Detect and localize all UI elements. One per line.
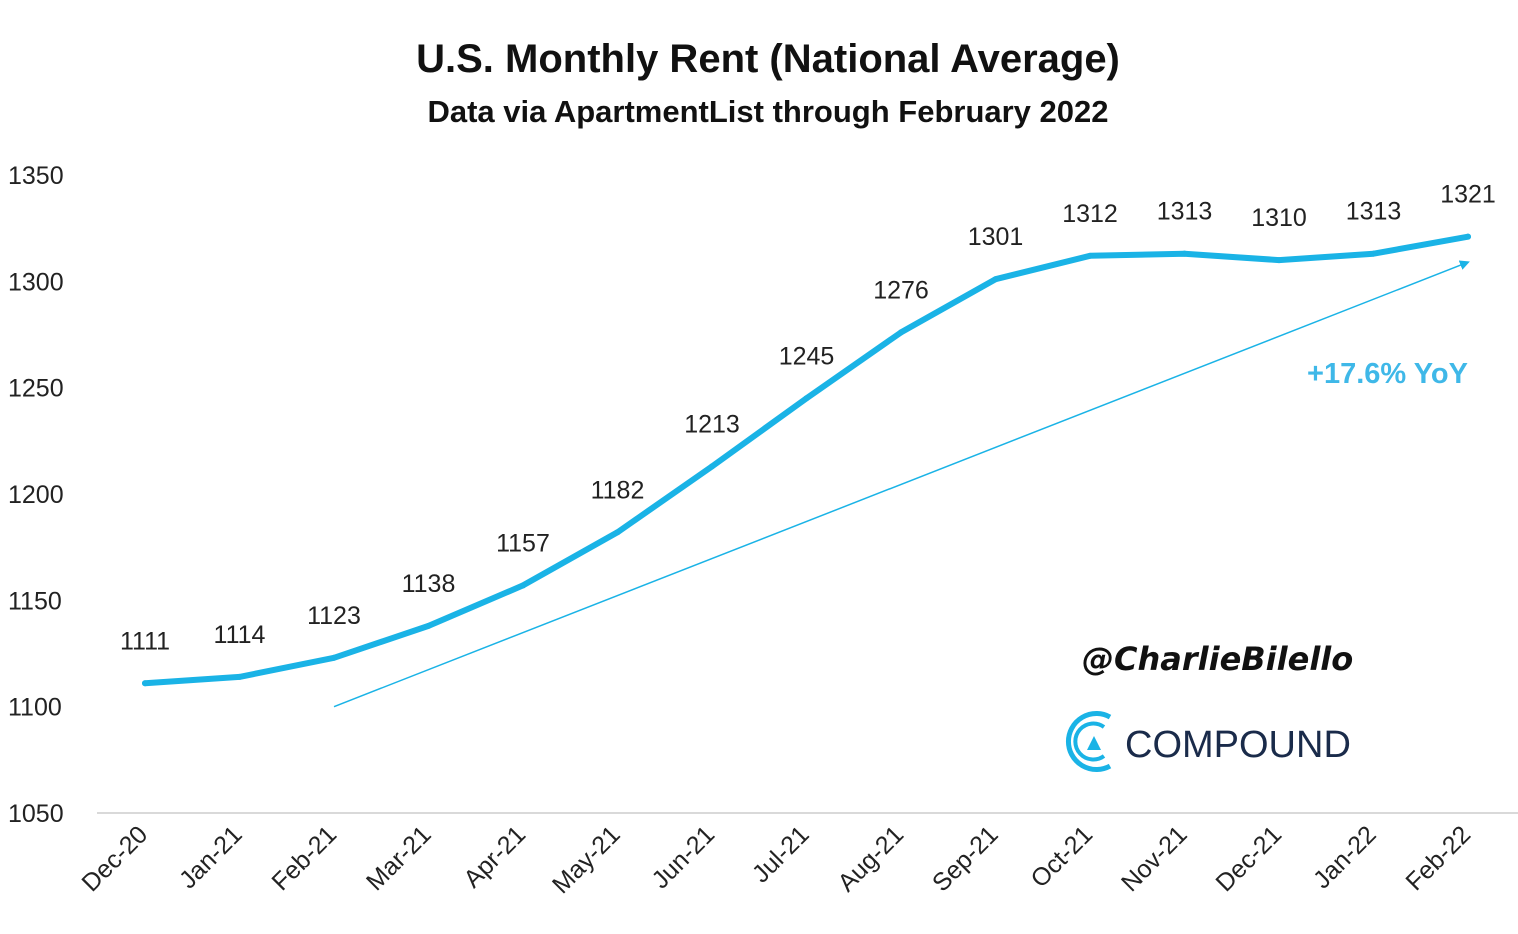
data-label: 1114 [214, 621, 266, 649]
y-tick-label: 1250 [8, 375, 64, 403]
trend-arrow [333, 260, 1470, 708]
y-tick-label: 1300 [8, 268, 64, 296]
x-tick-label: Nov-21 [1116, 820, 1193, 897]
y-tick-label: 1100 [8, 694, 62, 722]
data-point [1181, 250, 1188, 257]
y-axis-ticks: 1050 1100 1150 1200 1250 1300 1350 [8, 162, 64, 828]
x-tick-label: Feb-22 [1400, 820, 1476, 896]
data-label: 1182 [591, 476, 645, 504]
data-label: 1321 [1440, 181, 1496, 209]
data-label: 1111 [120, 627, 170, 655]
data-point [1276, 257, 1282, 264]
data-label: 1138 [402, 570, 456, 598]
data-point [142, 680, 148, 687]
data-points [142, 233, 1471, 687]
data-point [1370, 250, 1377, 257]
data-label: 1312 [1062, 200, 1118, 228]
x-tick-label: Apr-21 [458, 820, 531, 893]
data-label: 1310 [1251, 204, 1307, 232]
x-tick-label: Feb-21 [266, 820, 342, 896]
x-tick-label: May-21 [547, 820, 626, 899]
x-tick-label: Mar-21 [361, 820, 437, 896]
data-point [236, 673, 243, 680]
chart-title: U.S. Monthly Rent (National Average) [416, 37, 1120, 81]
x-tick-label: Jul-21 [747, 820, 815, 888]
x-tick-label: Dec-21 [1210, 820, 1287, 897]
data-label: 1301 [968, 223, 1024, 251]
data-point [520, 582, 526, 589]
data-label: 1313 [1157, 198, 1213, 226]
x-tick-label: Oct-21 [1025, 820, 1098, 893]
y-tick-label: 1050 [8, 800, 64, 828]
data-point [425, 622, 432, 629]
x-axis-ticks: Dec-20 Jan-21 Feb-21 Mar-21 Apr-21 May-21 Jun-… [76, 820, 1476, 899]
data-label: 1157 [496, 529, 550, 557]
chart-subtitle: Data via ApartmentList through February … [427, 94, 1108, 129]
data-point [1087, 252, 1093, 259]
y-tick-label: 1350 [8, 162, 64, 190]
x-tick-label: Jun-21 [646, 820, 720, 894]
data-label: 1123 [307, 602, 361, 630]
author-handle: @CharlieBilello [1082, 640, 1353, 678]
data-point [331, 654, 337, 661]
x-tick-label: Jan-22 [1308, 820, 1382, 894]
y-tick-label: 1150 [8, 587, 62, 615]
x-tick-label: Aug-21 [832, 820, 909, 897]
data-label: 1313 [1346, 198, 1402, 226]
compound-brand-text: COMPOUND [1125, 724, 1351, 766]
data-label: 1276 [873, 276, 929, 304]
data-label: 1245 [779, 342, 835, 370]
data-labels: 1111 1114 1123 1138 1157 1182 1213 1245 1276 1301… [120, 181, 1496, 656]
data-point [614, 529, 621, 536]
yoy-annotation: +17.6% YoY [1307, 358, 1468, 390]
data-label: 1213 [684, 410, 740, 438]
data-point [803, 395, 810, 402]
data-point [992, 276, 999, 283]
x-tick-label: Sep-21 [927, 820, 1004, 897]
data-point [898, 329, 904, 336]
x-tick-label: Jan-21 [174, 820, 248, 894]
compound-logo-icon [1066, 711, 1112, 772]
data-point [709, 463, 715, 470]
data-point [1465, 233, 1471, 240]
x-tick-label: Dec-20 [76, 820, 153, 897]
y-tick-label: 1200 [8, 481, 64, 509]
